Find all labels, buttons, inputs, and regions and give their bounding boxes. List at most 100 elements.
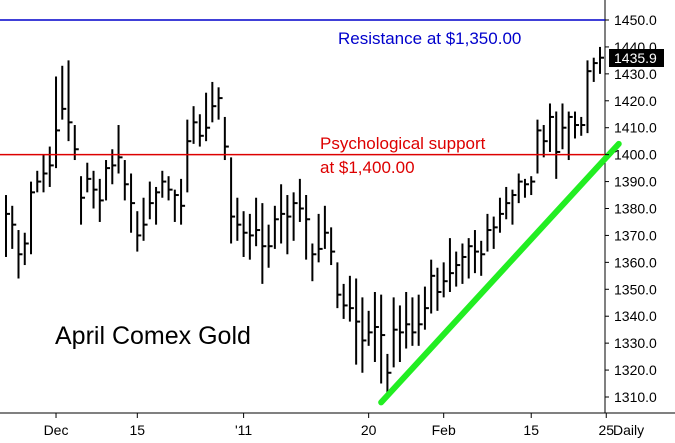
price-bar [417, 294, 423, 346]
price-bar [55, 76, 61, 169]
price-bar [517, 173, 523, 204]
price-bar [405, 291, 411, 349]
price-bar [273, 205, 279, 249]
price-bar [311, 243, 317, 282]
price-bar [192, 106, 198, 144]
price-bar [5, 195, 10, 257]
support-label-line1: Psychological support [320, 134, 486, 153]
price-bar [248, 213, 254, 260]
price-bar [580, 116, 586, 136]
uptrend-line [378, 140, 622, 406]
price-bar [292, 192, 298, 241]
y-tick-label: 1430.0 [614, 66, 657, 82]
price-bar [236, 197, 242, 241]
price-bar [255, 197, 261, 247]
last-price-marker: 1435.9 [609, 49, 664, 67]
price-bar [461, 243, 467, 284]
price-bar [261, 203, 267, 284]
price-bar [548, 103, 554, 152]
price-bar [23, 232, 29, 266]
x-tick-label: Dec [44, 422, 69, 438]
x-tick-label: 15 [130, 422, 146, 438]
price-bar [305, 195, 311, 260]
price-bar [592, 57, 598, 82]
price-bar [130, 173, 136, 233]
price-bar [342, 283, 348, 319]
price-bar [492, 216, 498, 249]
price-bar [142, 197, 148, 241]
support-label-line2: at $1,400.00 [320, 158, 415, 177]
price-bar [161, 170, 167, 198]
x-tick-label: Feb [432, 422, 456, 438]
price-bar [423, 286, 429, 330]
price-bar [167, 176, 173, 201]
y-tick-label: 1380.0 [614, 201, 657, 217]
price-bar [86, 162, 92, 193]
resistance-label: Resistance at $1,350.00 [338, 29, 521, 48]
y-tick-label: 1320.0 [614, 362, 657, 378]
price-bar [336, 262, 342, 309]
x-tick-label: 20 [361, 422, 377, 438]
price-bar [511, 189, 517, 225]
price-bar [498, 197, 504, 233]
y-tick-label: 1350.0 [614, 281, 657, 297]
price-bar [480, 240, 486, 276]
price-bar [148, 181, 154, 220]
price-bar [505, 186, 511, 220]
price-bar [136, 211, 142, 252]
price-bar [586, 60, 592, 134]
price-bar [555, 111, 561, 179]
price-bar [211, 81, 217, 123]
price-bar [561, 103, 567, 150]
y-axis-ticks: 1310.0 1320.0 1330.0 1340.0 1350.0 1360.0 1370… [605, 0, 657, 405]
price-bar [323, 205, 329, 249]
price-bar [117, 125, 123, 174]
price-bar [36, 170, 42, 193]
price-bar [80, 176, 86, 225]
price-bar [17, 230, 23, 279]
price-bar [330, 227, 336, 266]
y-tick-label: 1390.0 [614, 174, 657, 190]
price-bar [67, 60, 73, 142]
y-tick-label: 1420.0 [614, 93, 657, 109]
price-bar [286, 195, 292, 255]
price-bar [567, 111, 573, 161]
price-bar [473, 230, 479, 274]
last-price-label: 1435.9 [614, 50, 657, 66]
price-bar [155, 186, 161, 225]
y-tick-label: 1450.0 [614, 12, 657, 28]
price-bar [98, 178, 104, 222]
price-bar [242, 211, 248, 257]
y-tick-label: 1460.0 [614, 0, 657, 1]
y-tick-label: 1310.0 [614, 389, 657, 405]
price-bar [542, 125, 548, 158]
price-bar [442, 262, 448, 298]
price-bar [573, 111, 579, 139]
frequency-label: Daily [613, 422, 644, 438]
price-bar [42, 154, 48, 193]
price-bar [173, 189, 179, 222]
price-bar [392, 297, 398, 368]
price-bar [48, 146, 54, 187]
price-bar [448, 238, 454, 292]
price-bar [267, 224, 273, 268]
price-bar [11, 205, 17, 249]
price-bar [230, 157, 236, 244]
price-bar [92, 170, 98, 209]
price-bar [467, 238, 473, 279]
price-bar [223, 116, 229, 161]
price-bar [380, 294, 386, 384]
price-bar [523, 178, 529, 198]
y-tick-label: 1340.0 [614, 308, 657, 324]
y-tick-label: 1360.0 [614, 254, 657, 270]
price-bar [205, 92, 211, 142]
price-bar [486, 213, 492, 252]
y-tick-label: 1410.0 [614, 120, 657, 136]
price-bar [398, 305, 404, 362]
price-bar [367, 310, 373, 346]
horizontal-lines [0, 19, 605, 156]
price-bar [105, 160, 111, 201]
price-bar [536, 119, 542, 174]
y-tick-label: 1330.0 [614, 335, 657, 351]
